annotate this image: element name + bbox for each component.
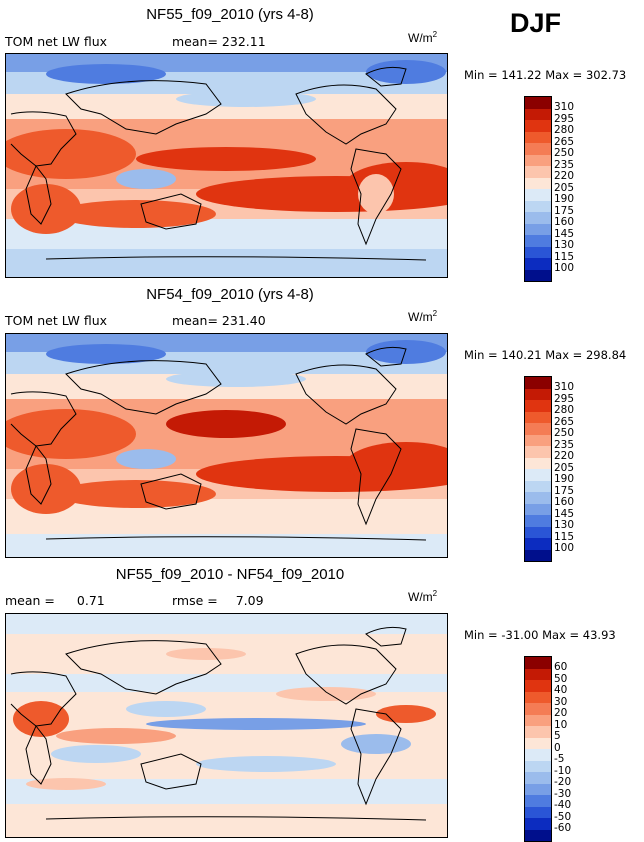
panel-1-cb-label: 190 [554, 193, 575, 205]
panel-2-cb-label: 190 [554, 473, 575, 485]
panel-1-units: W/m2 [408, 30, 438, 45]
panel-3-mean-value: 0.71 [76, 593, 105, 608]
panel-2-cb-label: 220 [554, 450, 575, 462]
panel-1-field-label: TOM net LW flux [5, 34, 108, 49]
panel-3-title: NF55_f09_2010 - NF54_f09_2010 [115, 566, 345, 583]
panel-2-cb-label: 175 [554, 484, 575, 497]
panel-1-cb-label: 115 [554, 250, 575, 263]
panel-2-units: W/m2 [408, 309, 438, 324]
panel-1-cb-label: 235 [554, 158, 575, 171]
panel-1-cb-label: 205 [554, 181, 575, 194]
panel-3-cb-label: 30 [554, 695, 568, 708]
panel-1-mean-label: mean= [172, 34, 218, 49]
panel-3-mean-label: mean = [5, 593, 55, 608]
panel-3-units: W/m2 [408, 589, 438, 604]
panel-2-minmax: Min = 140.21 Max = 298.84 [464, 348, 627, 362]
panel-2-cb-label: 295 [554, 392, 575, 405]
panel-1-cb-label: 220 [554, 170, 575, 182]
panel-1-cb-label: 280 [554, 124, 575, 136]
panel-2-cb-label: 115 [554, 530, 575, 543]
season-label: DJF [510, 8, 562, 38]
panel-3-cb-label: 5 [554, 730, 561, 742]
panel-2-cb-label: 310 [554, 381, 575, 393]
panel-3-cb-label: -50 [554, 810, 572, 823]
panel-3-mean: mean = 0.71 [5, 593, 105, 608]
panel-1-minmax: Min = 141.22 Max = 302.73 [464, 68, 627, 82]
panel-1-cb-label: 130 [554, 239, 575, 251]
panel-2-cb-label: 130 [554, 519, 575, 531]
panel-3-cb-label: -10 [554, 764, 572, 777]
panel-2-map [5, 333, 448, 558]
panel-1-cb-label: 310 [554, 101, 575, 113]
panel-1-colorbar [524, 96, 552, 282]
panel-1-cb-label: 265 [554, 135, 575, 148]
panel-1-cb-label: 250 [554, 147, 575, 159]
panel-2-field-label: TOM net LW flux [5, 313, 108, 328]
panel-2-colorbar [524, 376, 552, 562]
panel-3-cb-label: -20 [554, 776, 572, 788]
panel-3-cb-label: 40 [554, 684, 568, 696]
panel-2-cb-label: 280 [554, 404, 575, 416]
panel-2-cb-label: 160 [554, 496, 575, 508]
panel-2-title: NF54_f09_2010 (yrs 4-8) [146, 286, 314, 303]
panel-2-cb-label: 265 [554, 415, 575, 428]
panel-3-cb-label: 60 [554, 661, 568, 673]
panel-3-cb-label: 0 [554, 741, 561, 754]
panel-2-cb-label: 235 [554, 438, 575, 451]
panel-2-mean-value: 231.40 [221, 313, 266, 328]
panel-2-mean: mean= 231.40 [172, 313, 266, 328]
panel-3-minmax: Min = -31.00 Max = 43.93 [464, 628, 616, 642]
panel-1-cb-label: 145 [554, 227, 575, 240]
panel-3-cb-label: -60 [554, 822, 572, 834]
panel-2-cb-label: 145 [554, 507, 575, 520]
panel-3-cb-label: 20 [554, 707, 568, 719]
panel-1-mean: mean= 232.11 [172, 34, 266, 49]
panel-3-map [5, 613, 448, 838]
panel-3-cb-label: -5 [554, 753, 565, 765]
panel-3-colorbar [524, 656, 552, 842]
panel-3-rmse: rmse = 7.09 [172, 593, 264, 608]
panel-1-map [5, 53, 448, 278]
panel-1-cb-label: 100 [554, 262, 575, 274]
panel-1-mean-value: 232.11 [221, 34, 266, 49]
panel-3-cb-label: -40 [554, 799, 572, 811]
panel-3-cb-label: 50 [554, 672, 568, 685]
panel-3-rmse-label: rmse = [172, 593, 218, 608]
panel-1-cb-label: 160 [554, 216, 575, 228]
panel-1-cb-label: 175 [554, 204, 575, 217]
panel-2-cb-label: 205 [554, 461, 575, 474]
panel-3-cb-label: 10 [554, 718, 568, 731]
panel-1-cb-label: 295 [554, 112, 575, 125]
panel-1-title: NF55_f09_2010 (yrs 4-8) [146, 6, 314, 23]
panel-2-cb-label: 250 [554, 427, 575, 439]
panel-2-cb-label: 100 [554, 542, 575, 554]
panel-3-cb-label: -30 [554, 787, 572, 800]
panel-3-rmse-value: 7.09 [235, 593, 264, 608]
panel-2-mean-label: mean= [172, 313, 218, 328]
